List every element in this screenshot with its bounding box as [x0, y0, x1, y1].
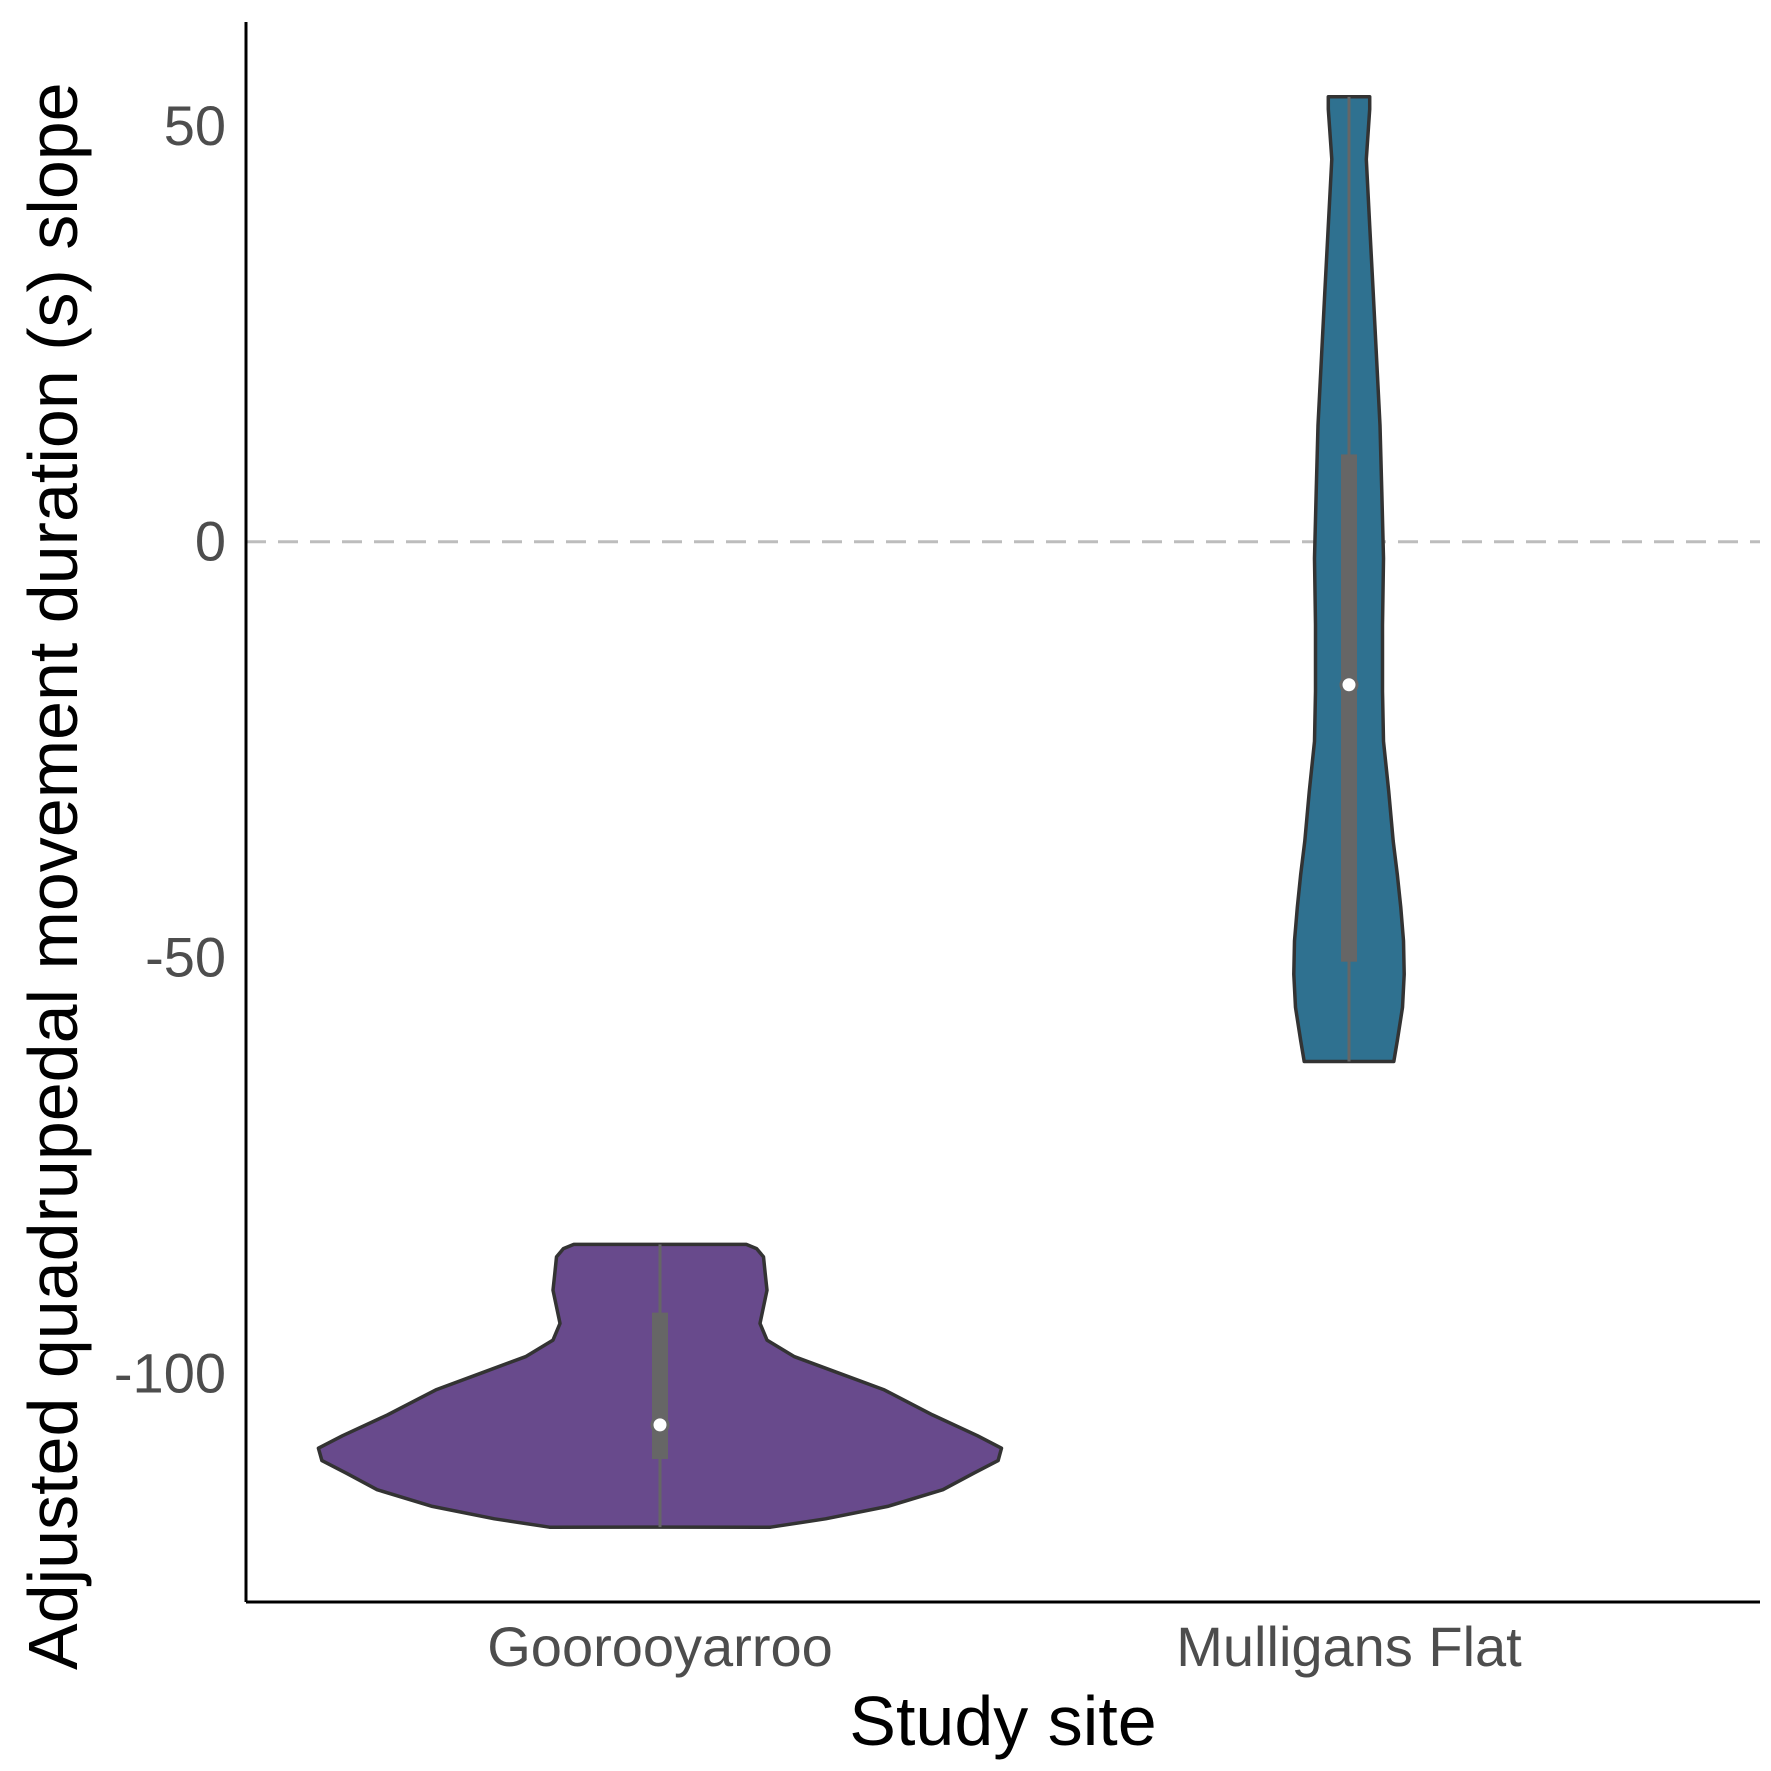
- violins-layer: [318, 97, 1404, 1527]
- x-axis-title: Study site: [849, 1682, 1156, 1760]
- y-tick-label: -50: [145, 926, 226, 989]
- violin-median-point: [652, 1417, 668, 1433]
- violin-iqr-box: [652, 1313, 668, 1459]
- violin-iqr-box: [1341, 454, 1357, 961]
- violin-goorooyarroo: [318, 1244, 1001, 1527]
- y-tick-label: -100: [114, 1341, 226, 1404]
- y-tick-label: 50: [164, 94, 226, 157]
- y-axis-ticks: 50 0 -50 -100: [114, 94, 226, 1404]
- plot-area: [246, 97, 1760, 1527]
- y-tick-label: 0: [195, 510, 226, 573]
- violin-mulligans-flat: [1294, 97, 1404, 1062]
- x-axis-ticks: Goorooyarroo Mulligans Flat: [487, 1615, 1522, 1678]
- y-axis-title: Adjusted quadrupedal movement duration (…: [14, 82, 92, 1670]
- x-tick-label: Mulligans Flat: [1176, 1615, 1522, 1678]
- violin-median-point: [1341, 677, 1357, 693]
- x-tick-label: Goorooyarroo: [487, 1615, 833, 1678]
